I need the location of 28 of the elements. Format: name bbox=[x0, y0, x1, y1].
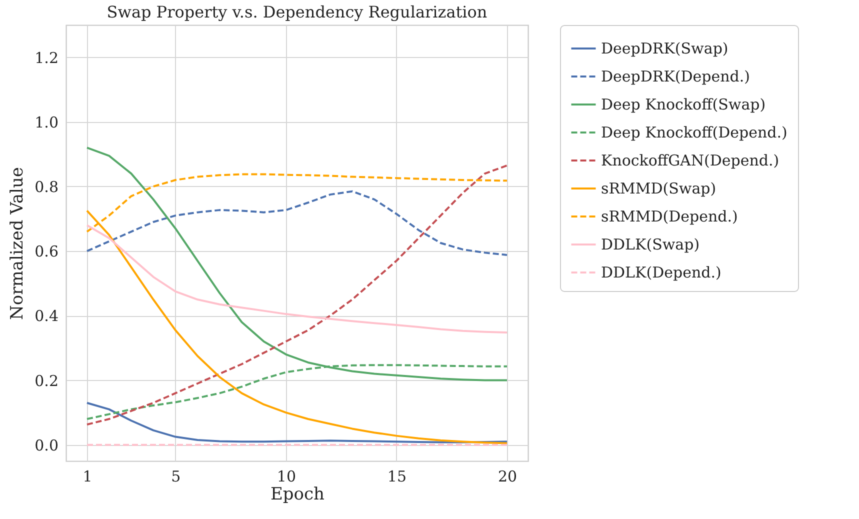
line-series bbox=[86, 190, 508, 256]
legend-label: Deep Knockoff(Swap) bbox=[601, 96, 766, 114]
legend-label: sRMMD(Depend.) bbox=[601, 208, 738, 226]
legend-label: Deep Knockoff(Depend.) bbox=[601, 124, 788, 142]
y-tick-label: 0.4 bbox=[34, 307, 58, 326]
y-tick-label: 0.6 bbox=[34, 242, 58, 261]
chart-title: Swap Property v.s. Dependency Regularization bbox=[106, 2, 488, 22]
y-tick-label: 0.2 bbox=[34, 372, 58, 390]
legend-label: DDLK(Depend.) bbox=[601, 264, 722, 282]
y-tick-label: 0.0 bbox=[34, 436, 58, 454]
line-series bbox=[86, 224, 508, 334]
legend-label: DeepDRK(Swap) bbox=[601, 40, 728, 58]
x-tick-label: 10 bbox=[276, 468, 296, 486]
x-tick-label: 1 bbox=[82, 468, 92, 486]
y-axis-title: Normalized Value bbox=[8, 167, 28, 320]
legend-label: DeepDRK(Depend.) bbox=[601, 68, 750, 86]
legend-label: DDLK(Swap) bbox=[601, 236, 700, 254]
line-series bbox=[86, 164, 508, 426]
y-tick-label: 1.2 bbox=[34, 48, 58, 67]
legend-label: KnockoffGAN(Depend.) bbox=[601, 152, 780, 170]
x-tick-label: 15 bbox=[387, 468, 407, 486]
legend-label: sRMMD(Swap) bbox=[601, 180, 716, 198]
y-tick-label: 0.8 bbox=[34, 178, 58, 196]
x-axis-title: Epoch bbox=[270, 484, 325, 504]
x-tick-label: 5 bbox=[171, 468, 181, 486]
y-tick-label: 1.0 bbox=[34, 113, 58, 132]
line-series bbox=[86, 402, 508, 444]
x-tick-label: 20 bbox=[498, 468, 518, 486]
